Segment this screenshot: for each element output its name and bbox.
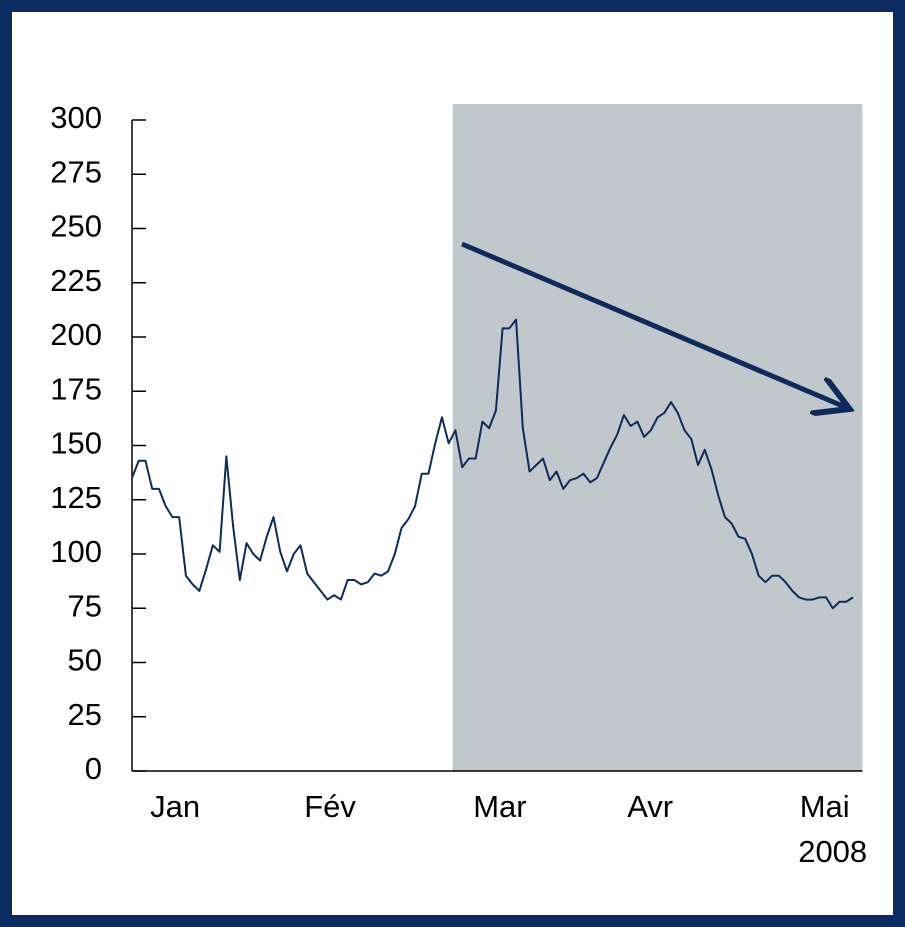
x-tick-label: Mar <box>473 789 526 824</box>
y-tick-label: 75 <box>68 588 102 623</box>
plot-layer: 0 25 50 75 100 125 150 175 200 225 250 275 300 Jan Fév… <box>50 100 867 869</box>
data-line <box>131 318 854 610</box>
highlight-band <box>452 104 863 771</box>
y-tick-label: 300 <box>50 100 102 135</box>
x-tick-label: Fév <box>304 789 356 824</box>
y-tick-label: 50 <box>68 643 102 678</box>
y-tick-label: 225 <box>50 263 102 298</box>
y-tick-label: 0 <box>85 751 102 786</box>
y-tick-label: 250 <box>50 209 102 244</box>
highlight-layer <box>452 104 863 771</box>
x-tick-label: Mai <box>800 789 850 824</box>
y-tick-label: 150 <box>50 426 102 461</box>
y-tick-label: 200 <box>50 317 102 352</box>
y-tick-label: 25 <box>68 697 102 732</box>
y-tick-label: 100 <box>50 534 102 569</box>
trend-arrow <box>461 241 845 407</box>
year-label: 2008 <box>798 834 867 869</box>
x-tick-label: Jan <box>150 789 200 824</box>
y-tick-label: 275 <box>50 154 102 189</box>
y-tick-label: 125 <box>50 480 102 515</box>
y-tick-label: 175 <box>50 371 102 406</box>
x-tick-label: Avr <box>627 789 673 824</box>
